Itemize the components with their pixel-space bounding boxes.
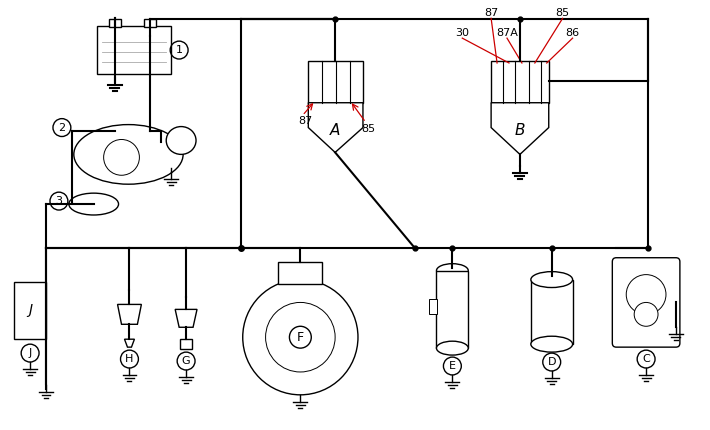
Circle shape (243, 280, 358, 395)
Polygon shape (175, 310, 197, 327)
Text: 86: 86 (566, 28, 579, 38)
Bar (308, 61, 363, 103)
Text: D: D (547, 357, 556, 367)
Polygon shape (124, 339, 134, 347)
Ellipse shape (531, 336, 572, 352)
Text: J: J (28, 348, 32, 358)
Bar (437, 270, 469, 348)
Polygon shape (118, 304, 141, 324)
Text: H: H (125, 354, 133, 364)
Text: 87: 87 (298, 116, 312, 126)
Text: C: C (643, 354, 650, 364)
Text: A: A (330, 123, 340, 138)
Bar (14, 282, 46, 339)
Text: 85: 85 (361, 123, 375, 134)
Circle shape (104, 139, 139, 175)
Ellipse shape (69, 193, 119, 215)
Text: 85: 85 (556, 8, 569, 18)
Bar (429, 299, 437, 314)
Text: B: B (515, 123, 525, 138)
Text: F: F (297, 331, 304, 344)
Text: G: G (182, 356, 190, 366)
Ellipse shape (74, 125, 183, 184)
Text: 87A: 87A (496, 28, 518, 38)
Ellipse shape (166, 126, 196, 154)
FancyBboxPatch shape (612, 258, 680, 347)
Text: 87: 87 (484, 8, 498, 18)
Text: 30: 30 (455, 28, 469, 38)
Text: J: J (28, 304, 32, 317)
Bar (109, 19, 121, 27)
Circle shape (626, 275, 666, 314)
Text: 1: 1 (175, 45, 182, 55)
Bar (278, 262, 322, 283)
Text: 2: 2 (58, 123, 65, 132)
Polygon shape (491, 103, 549, 154)
Text: 3: 3 (55, 196, 62, 206)
Ellipse shape (437, 341, 469, 355)
Text: E: E (449, 361, 456, 371)
Bar (531, 280, 572, 344)
Bar (97, 26, 171, 74)
Circle shape (266, 302, 335, 372)
Bar (180, 339, 192, 349)
Polygon shape (308, 103, 363, 152)
Circle shape (634, 302, 658, 326)
Ellipse shape (437, 264, 469, 278)
Bar (144, 19, 156, 27)
Ellipse shape (531, 272, 572, 288)
Bar (491, 61, 549, 103)
